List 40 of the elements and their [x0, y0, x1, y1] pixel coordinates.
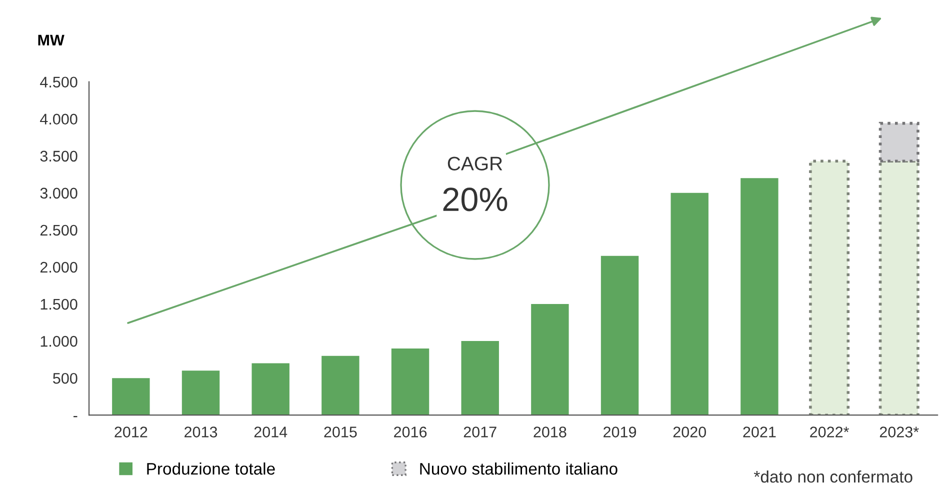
y-tick-label: 1.500 [40, 298, 78, 310]
bar [670, 192, 708, 416]
legend-label: Produzione totale [147, 462, 275, 475]
y-tick-label: 500 [53, 372, 78, 384]
x-tick-label: 2015 [324, 426, 357, 438]
y-tick-label: 4.000 [40, 114, 78, 125]
y-axis-title: MW [38, 34, 64, 46]
y-tick-label: - [74, 416, 78, 418]
legend-label: Nuovo stabilimento italiano [420, 462, 618, 475]
bar [252, 363, 290, 416]
x-tick-label: 2019 [604, 426, 636, 438]
x-tick-label: 2021 [743, 426, 776, 438]
y-tick-label: 2.500 [40, 224, 78, 236]
bar [740, 178, 778, 416]
x-tick-label: 2022* [810, 426, 850, 438]
bar [600, 256, 639, 416]
y-tick-label: 1.000 [40, 336, 78, 347]
bar [322, 356, 360, 416]
bar [182, 370, 220, 416]
x-tick-label: 2013 [184, 426, 218, 438]
bar [391, 348, 430, 416]
bar [112, 378, 150, 416]
annotation: CAGR [448, 156, 502, 170]
bar [531, 304, 569, 416]
y-tick-label: 4.500 [40, 76, 78, 88]
y-tick-label: 3.000 [40, 188, 78, 199]
y-tick-label: 2.000 [40, 262, 78, 273]
x-tick-label: 2017 [464, 426, 496, 438]
x-tick-label: 2020 [673, 426, 706, 438]
x-tick-label: 2012 [114, 426, 148, 438]
bar [809, 160, 850, 416]
bar [461, 341, 499, 416]
y-tick-label: 3.500 [40, 150, 78, 162]
x-tick-label: 2016 [394, 426, 427, 438]
annotation: 20% [443, 188, 508, 212]
x-tick-label: 2018 [534, 426, 566, 438]
x-tick-label: 2014 [254, 426, 288, 438]
text: *dato non confermato [754, 470, 912, 483]
bar [878, 160, 920, 416]
x-tick-label: 2023* [880, 426, 919, 438]
